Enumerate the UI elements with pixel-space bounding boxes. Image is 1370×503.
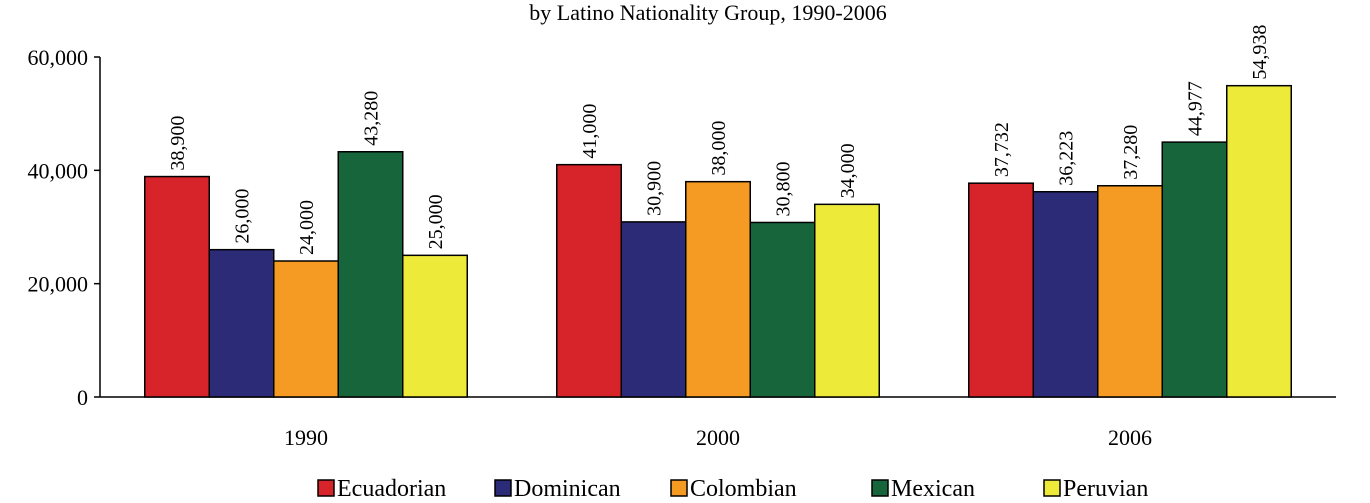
legend-label: Ecuadorian xyxy=(337,476,446,502)
bar-mexican-2000 xyxy=(749,221,816,398)
data-label: 38,000 xyxy=(708,121,730,176)
y-tick-label: 20,000 xyxy=(28,272,89,297)
y-tick-label: 0 xyxy=(77,385,88,410)
data-label: 26,000 xyxy=(232,189,254,244)
data-label: 34,000 xyxy=(837,143,859,198)
chart-title: by Latino Nationality Group, 1990-2006 xyxy=(529,0,886,25)
data-label: 30,900 xyxy=(644,161,666,216)
legend-swatch-colombian xyxy=(670,479,688,497)
data-label: 37,280 xyxy=(1120,125,1142,180)
bar-dominican-2006 xyxy=(1032,190,1099,398)
data-label: 54,938 xyxy=(1249,25,1271,80)
bar-ecuadorian-2000 xyxy=(556,163,622,398)
x-category-label: 1990 xyxy=(284,425,328,450)
data-label: 25,000 xyxy=(425,194,447,249)
legend-swatch-ecuadorian xyxy=(317,479,335,497)
data-label: 44,977 xyxy=(1185,81,1207,136)
y-tick-label: 60,000 xyxy=(28,45,89,70)
bar-peruvian-2000 xyxy=(814,203,880,398)
data-label: 30,800 xyxy=(773,161,795,216)
legend: Ecuadorian Dominican Colombian Mexican Peruv… xyxy=(317,476,1148,502)
bar-mexican-1990 xyxy=(337,150,404,398)
bar-peruvian-1990 xyxy=(402,254,468,398)
data-label: 43,280 xyxy=(361,91,383,146)
legend-swatch-peruvian xyxy=(1043,479,1061,497)
data-labels: 38,900 26,000 24,000 43,280 25,000 41,000 30,9… xyxy=(167,25,1271,255)
bar-dominican-1990 xyxy=(208,248,275,398)
bar-ecuadorian-1990 xyxy=(144,175,210,398)
bar-ecuadorian-2006 xyxy=(968,182,1034,398)
y-ticks: 0 20,000 40,000 60,000 xyxy=(28,45,100,410)
x-category-label: 2006 xyxy=(1108,425,1152,450)
legend-swatch-dominican xyxy=(494,479,512,497)
legend-label: Peruvian xyxy=(1063,476,1148,502)
category-labels: 1990 2000 2006 xyxy=(284,425,1152,450)
bar-colombian-1990 xyxy=(273,260,339,398)
x-category-label: 2000 xyxy=(696,425,740,450)
bar-series xyxy=(144,84,1292,398)
bar-dominican-2000 xyxy=(620,221,687,398)
data-label: 37,732 xyxy=(991,122,1013,177)
data-label: 24,000 xyxy=(296,200,318,255)
legend-label: Dominican xyxy=(514,476,621,502)
bar-colombian-2006 xyxy=(1097,184,1163,398)
bar-mexican-2006 xyxy=(1161,141,1228,398)
bar-peruvian-2006 xyxy=(1226,84,1292,398)
data-label: 36,223 xyxy=(1056,131,1078,186)
bar-colombian-2000 xyxy=(685,180,751,398)
legend-swatch-mexican xyxy=(871,479,889,497)
data-label: 38,900 xyxy=(167,116,189,171)
data-label: 41,000 xyxy=(579,104,601,159)
legend-label: Colombian xyxy=(690,476,797,502)
y-tick-label: 40,000 xyxy=(28,158,89,183)
legend-label: Mexican xyxy=(891,476,975,502)
